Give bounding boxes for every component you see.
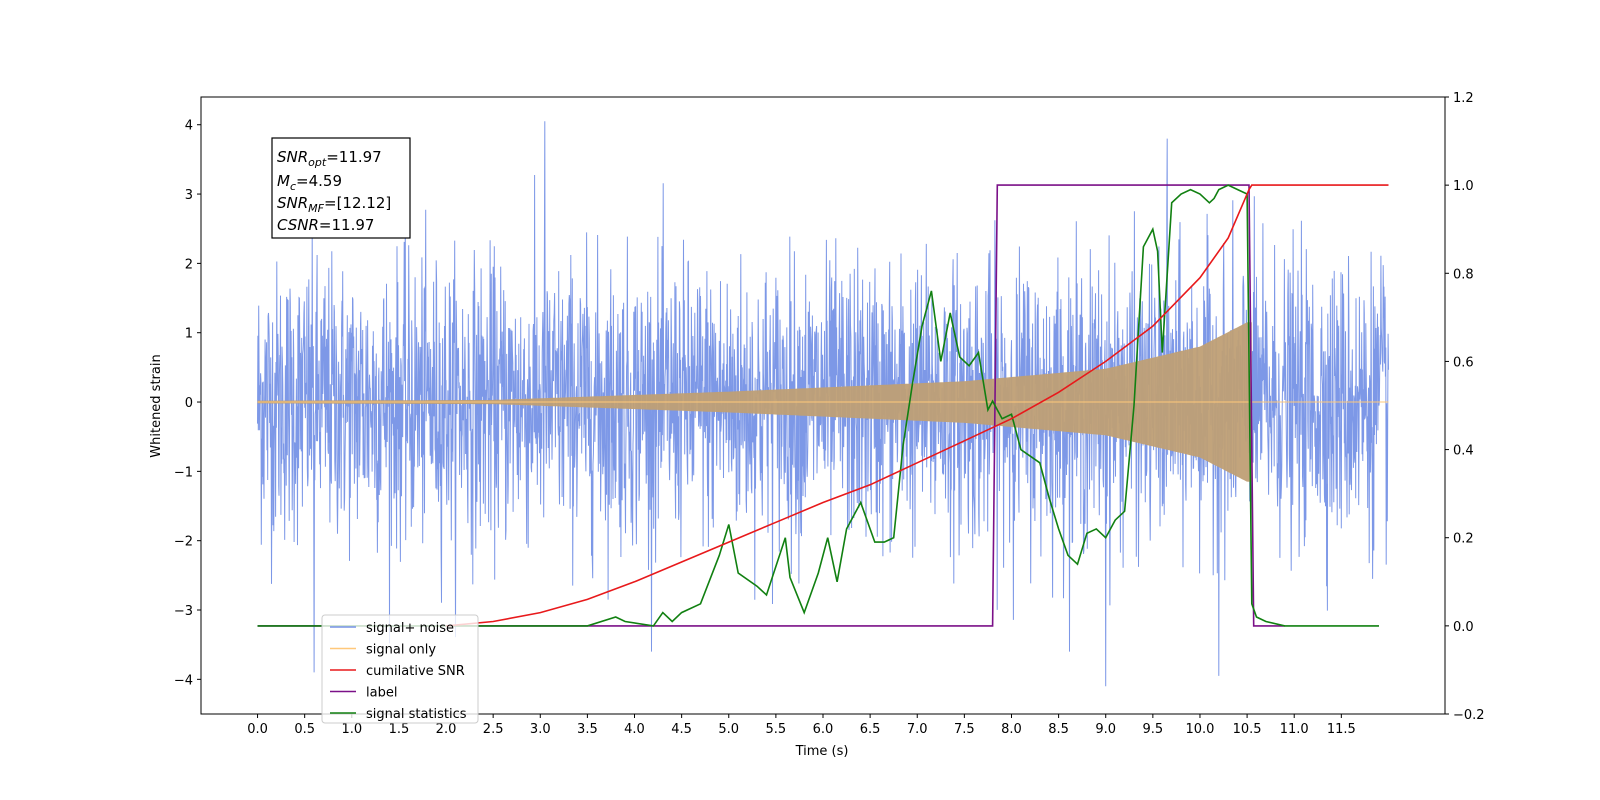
y-tick-label: 3 bbox=[185, 188, 193, 203]
y-tick-label: −1 bbox=[174, 465, 193, 480]
x-tick-label: 9.0 bbox=[1095, 722, 1116, 737]
legend-label: signal statistics bbox=[366, 707, 467, 722]
y2-tick-label: 0.4 bbox=[1453, 444, 1474, 459]
y2-tick-label: 1.0 bbox=[1453, 179, 1474, 194]
series-line-signal-statistics bbox=[257, 184, 1379, 627]
y-tick-label: 0 bbox=[185, 396, 193, 411]
y-tick-label: −4 bbox=[174, 673, 193, 688]
y2-tick-label: 1.2 bbox=[1453, 91, 1474, 106]
x-tick-label: 7.0 bbox=[907, 722, 928, 737]
y2-tick-label: −0.2 bbox=[1453, 708, 1485, 723]
y2-tick-label: 0.6 bbox=[1453, 355, 1474, 370]
y-tick-label: 2 bbox=[185, 257, 193, 272]
y2-tick-label: 0.0 bbox=[1453, 620, 1474, 635]
annotation-snr-mf: SNRMF=[12.12] bbox=[277, 194, 391, 215]
y-tick-label: 1 bbox=[185, 327, 193, 342]
x-tick-label: 4.0 bbox=[624, 722, 645, 737]
series-right-axis-lines bbox=[257, 184, 1389, 627]
x-tick-label: 8.0 bbox=[1001, 722, 1022, 737]
annotation-snr-opt: SNRopt=11.97 bbox=[277, 148, 382, 169]
x-tick-label: 2.0 bbox=[436, 722, 457, 737]
annotation-box: SNRopt=11.97 Mc=4.59 SNRMF=[12.12] CSNR=… bbox=[271, 137, 411, 239]
series-signal-only bbox=[257, 322, 1389, 482]
x-tick-label: 1.5 bbox=[389, 722, 410, 737]
x-tick-label: 11.0 bbox=[1280, 722, 1309, 737]
legend-frame bbox=[321, 614, 479, 724]
x-tick-label: 3.0 bbox=[530, 722, 551, 737]
annotation-mc: Mc=4.59 bbox=[277, 172, 342, 193]
y-tick-label: 4 bbox=[185, 119, 193, 134]
legend-label: signal+ noise bbox=[366, 621, 454, 636]
x-tick-label: 1.0 bbox=[341, 722, 362, 737]
legend-label: label bbox=[366, 686, 397, 701]
x-tick-label: 6.0 bbox=[813, 722, 834, 737]
x-tick-label: 9.5 bbox=[1143, 722, 1164, 737]
x-tick-label: 7.5 bbox=[954, 722, 975, 737]
legend-label: signal only bbox=[366, 643, 436, 658]
annotation-frame bbox=[271, 137, 411, 239]
x-tick-label: 10.5 bbox=[1233, 722, 1262, 737]
x-axis-label: Time (s) bbox=[795, 744, 849, 759]
series-line-label bbox=[257, 184, 1285, 627]
x-tick-label: 11.5 bbox=[1327, 722, 1356, 737]
y2-tick-label: 0.2 bbox=[1453, 532, 1474, 547]
x-tick-label: 0.5 bbox=[294, 722, 315, 737]
x-tick-label: 6.5 bbox=[860, 722, 881, 737]
x-tick-label: 5.0 bbox=[718, 722, 739, 737]
x-tick-label: 10.0 bbox=[1185, 722, 1214, 737]
x-tick-label: 3.5 bbox=[577, 722, 598, 737]
y2-tick-label: 0.8 bbox=[1453, 267, 1474, 282]
x-tick-label: 8.5 bbox=[1048, 722, 1069, 737]
x-tick-label: 4.5 bbox=[671, 722, 692, 737]
x-tick-label: 5.5 bbox=[766, 722, 787, 737]
y2-axis-ticks: −0.2 0.0 0.2 0.4 0.6 0.8 1.0 1.2 bbox=[1445, 91, 1485, 723]
annotation-csnr: CSNR=11.97 bbox=[277, 216, 374, 234]
y-axis-label: Whitened strain bbox=[149, 354, 164, 457]
series-line-cumilative-snr bbox=[445, 184, 1389, 627]
legend: signal+ noise signal only cumilative SNR la… bbox=[321, 614, 479, 724]
x-axis-ticks: 0.0 0.5 1.0 1.5 2.0 2.5 3.0 3.5 4.0 4.5 5.0 5.5 6.0 6… bbox=[247, 714, 1356, 737]
x-tick-label: 2.5 bbox=[483, 722, 504, 737]
y-tick-label: −3 bbox=[174, 604, 193, 619]
y-axis-ticks: −4 −3 −2 −1 0 1 2 3 4 bbox=[174, 119, 201, 688]
legend-label: cumilative SNR bbox=[366, 664, 465, 679]
x-tick-label: 0.0 bbox=[247, 722, 268, 737]
y-tick-label: −2 bbox=[174, 535, 193, 550]
